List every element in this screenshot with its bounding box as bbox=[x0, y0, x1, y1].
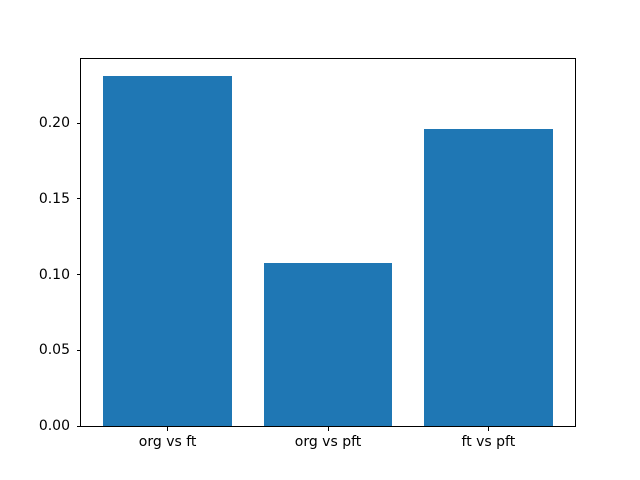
x-tick-mark bbox=[327, 427, 329, 431]
x-tick-mark bbox=[487, 427, 489, 431]
x-tick-label: org vs ft bbox=[138, 434, 197, 451]
y-tick-label: 0.15 bbox=[38, 190, 70, 207]
y-tick-mark bbox=[76, 349, 80, 351]
y-tick-mark bbox=[76, 198, 80, 200]
bar-org-vs-pft bbox=[263, 262, 393, 427]
y-tick-mark bbox=[76, 425, 80, 427]
x-tick-label: org vs pft bbox=[294, 434, 362, 451]
y-tick-label: 0.00 bbox=[38, 418, 70, 435]
y-tick-label: 0.05 bbox=[38, 342, 70, 359]
y-tick-label: 0.20 bbox=[38, 115, 70, 132]
y-tick-label: 0.10 bbox=[38, 266, 70, 283]
x-tick-mark bbox=[167, 427, 169, 431]
plot-area: 0.00 0.05 0.10 0.15 0.20 org vs ft org vs pft f… bbox=[39, 57, 576, 450]
y-tick-mark bbox=[76, 122, 80, 124]
bar-org-vs-ft bbox=[103, 76, 232, 427]
bar-ft-vs-pft bbox=[424, 129, 553, 427]
x-tick-label: ft vs pft bbox=[461, 434, 516, 451]
y-tick-mark bbox=[76, 274, 80, 276]
